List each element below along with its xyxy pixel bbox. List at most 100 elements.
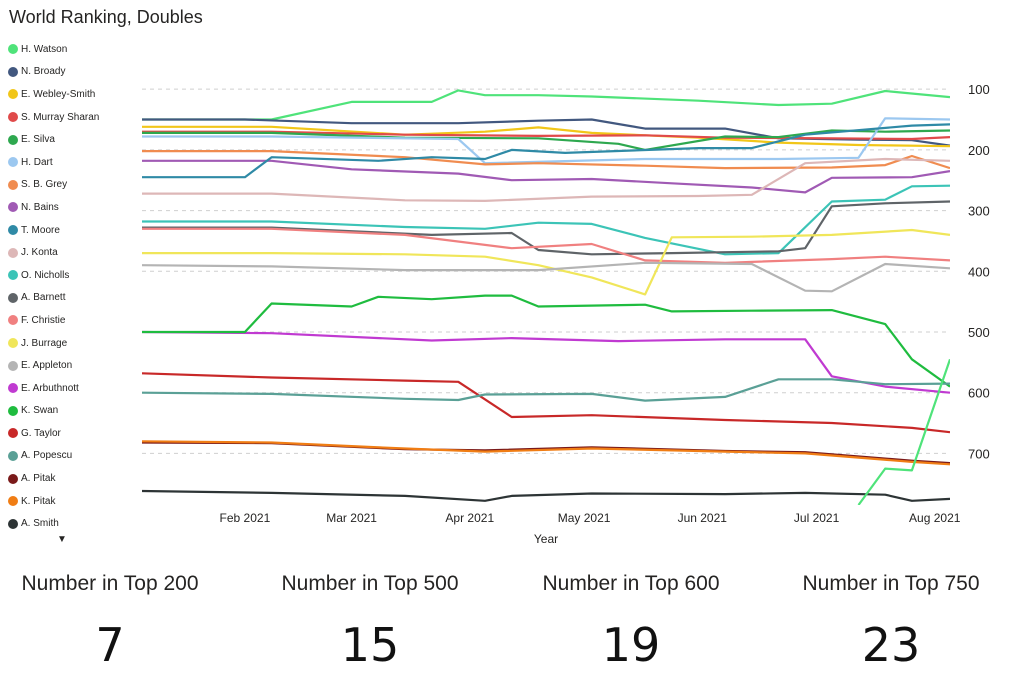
legend-label: S. B. Grey — [21, 179, 68, 191]
series-line-k-pitak — [142, 440, 950, 466]
kpi-label: Number in Top 750 — [802, 572, 980, 595]
series-line-a-pitak — [142, 441, 950, 465]
y-tick-label: 600 — [968, 386, 990, 401]
legend-label: H. Watson — [21, 43, 68, 55]
kpi-card-top-600: Number in Top 600 19 — [511, 572, 751, 672]
kpi-card-top-500: Number in Top 500 15 — [250, 572, 490, 672]
legend-item[interactable]: A. Pitak — [8, 467, 128, 490]
kpi-label: Number in Top 600 — [542, 572, 720, 595]
legend-item[interactable]: A. Barnett — [8, 287, 128, 310]
legend-item[interactable]: H. Dart — [8, 151, 128, 174]
legend-item[interactable]: K. Pitak — [8, 490, 128, 513]
legend-marker-icon — [8, 315, 18, 326]
series-line-n-bains — [142, 159, 950, 194]
legend-label: G. Taylor — [21, 427, 61, 439]
series-line-e-appleton — [142, 261, 950, 293]
y-tick-label: 300 — [968, 204, 990, 219]
y-tick-label: 200 — [968, 143, 990, 158]
legend-marker-icon — [8, 247, 18, 258]
legend-marker-icon — [8, 202, 18, 213]
legend-label: A. Barnett — [21, 292, 66, 304]
legend-item[interactable]: N. Bains — [8, 196, 128, 219]
x-tick-label: May 2021 — [558, 511, 611, 525]
legend-label: E. Silva — [21, 134, 55, 146]
legend-marker-icon — [8, 450, 18, 461]
series-line-t-moore — [142, 123, 950, 179]
series-line-o-nicholls — [142, 184, 950, 256]
series-line-e-arbuthnott — [142, 330, 950, 394]
legend-label: A. Popescu — [21, 450, 73, 462]
legend-item[interactable]: S. Murray Sharan — [8, 106, 128, 129]
legend-item[interactable]: F. Christie — [8, 309, 128, 332]
legend-marker-icon — [8, 292, 18, 303]
x-tick-label: Feb 2021 — [220, 511, 271, 525]
kpi-value: 19 — [601, 618, 661, 672]
legend-item[interactable]: K. Swan — [8, 400, 128, 423]
legend-label: N. Broady — [21, 66, 66, 78]
legend-marker-icon — [8, 66, 18, 77]
series-line-unlabeled — [857, 358, 950, 505]
series-line-f-christie — [142, 227, 950, 264]
kpi-card-top-750: Number in Top 750 23 — [771, 572, 1011, 672]
legend-item[interactable]: H. Watson — [8, 38, 128, 61]
legend-item[interactable]: T. Moore — [8, 219, 128, 242]
legend-marker-icon — [8, 383, 18, 394]
legend-marker-icon — [8, 473, 18, 484]
legend-item[interactable]: J. Konta — [8, 241, 128, 264]
x-axis-label: Year — [534, 532, 558, 546]
y-tick-label: 500 — [968, 325, 990, 340]
legend-label: N. Bains — [21, 201, 59, 213]
x-tick-label: Mar 2021 — [326, 511, 377, 525]
series-line-s-b-grey — [142, 150, 950, 170]
legend-marker-icon — [8, 405, 18, 416]
legend-label: K. Pitak — [21, 495, 56, 507]
legend-label: E. Webley-Smith — [21, 88, 96, 100]
legend-item[interactable]: J. Burrage — [8, 332, 128, 355]
x-tick-label: Aug 2021 — [909, 511, 961, 525]
legend-marker-icon — [8, 44, 18, 55]
legend-item[interactable]: S. B. Grey — [8, 174, 128, 197]
line-chart: 100 200 300 400 500 600 700 Feb 2021 Mar 2021 Apr… — [142, 82, 990, 546]
y-tick-label: 700 — [968, 446, 990, 461]
legend-item[interactable]: E. Silva — [8, 128, 128, 151]
caret-down-icon[interactable]: ▼ — [57, 534, 67, 545]
series-line-e-webley-smith — [142, 125, 950, 148]
x-tick-label: Apr 2021 — [445, 511, 494, 525]
legend-item[interactable]: O. Nicholls — [8, 264, 128, 287]
series-line-h-watson — [142, 89, 950, 121]
legend-item[interactable]: G. Taylor — [8, 422, 128, 445]
legend-marker-icon — [8, 179, 18, 190]
legend-item[interactable]: A. Popescu — [8, 445, 128, 468]
legend: H. Watson N. Broady E. Webley-Smith S. Murr… — [8, 38, 128, 535]
kpi-value: 15 — [340, 618, 400, 672]
page-title: World Ranking, Doubles — [9, 7, 203, 27]
series-line-s-murray-sharan — [142, 130, 950, 141]
legend-marker-icon — [8, 112, 18, 123]
legend-label: E. Appleton — [21, 360, 73, 372]
series-line-a-popescu — [142, 378, 950, 402]
legend-item[interactable]: A. Smith — [8, 512, 128, 535]
series-line-k-swan — [142, 294, 950, 388]
legend-item[interactable]: E. Arbuthnott — [8, 377, 128, 400]
legend-label: K. Swan — [21, 405, 59, 417]
series-line-g-taylor — [142, 372, 950, 434]
legend-item[interactable]: N. Broady — [8, 61, 128, 84]
legend-marker-icon — [8, 134, 18, 145]
legend-item[interactable]: E. Appleton — [8, 354, 128, 377]
kpi-label: Number in Top 200 — [21, 572, 199, 595]
legend-marker-icon — [8, 157, 18, 168]
legend-label: J. Konta — [21, 247, 58, 259]
kpi-value: 23 — [861, 618, 921, 672]
y-tick-label: 400 — [968, 264, 990, 279]
legend-item[interactable]: E. Webley-Smith — [8, 83, 128, 106]
series-line-a-barnett — [142, 200, 950, 256]
series-line-j-konta — [142, 157, 950, 202]
legend-marker-icon — [8, 225, 18, 236]
x-tick-label: Jun 2021 — [678, 511, 728, 525]
legend-label: J. Burrage — [21, 337, 68, 349]
kpi-card-top-200: Number in Top 200 7 — [0, 572, 230, 672]
y-tick-label: 100 — [968, 82, 990, 97]
legend-marker-icon — [8, 518, 18, 529]
kpi-value: 7 — [95, 618, 125, 672]
series-line-h-dart — [142, 117, 950, 165]
